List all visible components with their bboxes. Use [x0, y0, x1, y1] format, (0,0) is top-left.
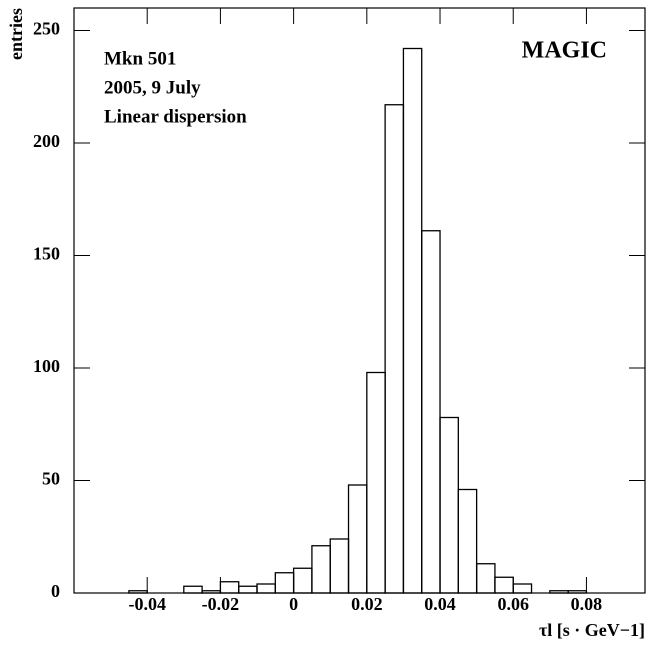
x-tick-label: 0.04	[424, 594, 456, 614]
y-tick-label: 100	[33, 356, 60, 376]
bar	[402, 47, 423, 594]
bar	[475, 563, 496, 594]
bar	[201, 590, 222, 594]
bar	[329, 538, 350, 594]
bar	[494, 576, 514, 594]
bar	[292, 567, 313, 594]
bar	[256, 583, 276, 594]
bar	[384, 104, 405, 594]
x-tick-label: 0	[289, 594, 298, 614]
bar	[347, 484, 368, 594]
bar	[439, 416, 459, 594]
x-tick-label: 0.02	[351, 594, 383, 614]
bar	[274, 572, 295, 594]
y-tick-label: 250	[33, 19, 60, 39]
bar	[238, 585, 258, 594]
bar	[549, 590, 569, 594]
x-tick-label: -0.04	[128, 594, 166, 614]
annotation: 2005, 9 July	[104, 77, 201, 98]
y-tick-label: 200	[33, 131, 60, 151]
y-tick-label: 150	[33, 244, 60, 264]
bar	[183, 585, 203, 594]
bar	[219, 581, 240, 594]
y-tick-label: 0	[51, 581, 60, 601]
annotation: Mkn 501	[104, 48, 176, 69]
bar	[421, 230, 441, 594]
annotation: Linear dispersion	[104, 106, 247, 127]
bar	[457, 488, 478, 594]
bar	[366, 371, 386, 594]
x-tick-label: -0.02	[202, 594, 240, 614]
y-tick-label: 50	[42, 469, 60, 489]
x-tick-label: 0.06	[497, 594, 529, 614]
bar	[128, 590, 148, 594]
y-axis-label: entries	[6, 8, 26, 60]
x-axis-label: τl [s · GeV−1]	[539, 620, 645, 640]
bar	[512, 583, 533, 594]
bar	[311, 545, 331, 594]
bar	[567, 590, 588, 594]
x-tick-label: 0.08	[571, 594, 603, 614]
annotation: MAGIC	[522, 38, 607, 64]
